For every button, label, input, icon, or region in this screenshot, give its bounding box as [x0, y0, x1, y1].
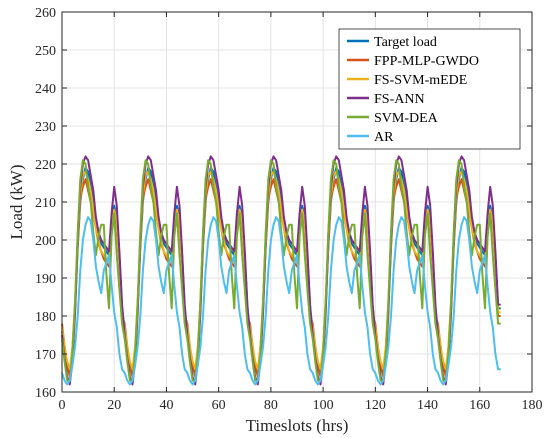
y-tick-label: 190 — [35, 272, 56, 287]
series-line-5 — [61, 216, 501, 386]
legend: Target load FPP-MLP-GWDO FS-SVM-mEDE FS-ANN… — [338, 28, 521, 150]
y-tick-label: 260 — [35, 6, 56, 21]
legend-label-3: FS-ANN — [374, 92, 425, 107]
legend-label-4: SVM-DEA — [374, 111, 439, 126]
legend-label-1: FPP-MLP-GWDO — [374, 54, 479, 69]
x-tick-label: 120 — [365, 398, 386, 413]
x-tick-label: 60 — [212, 398, 226, 413]
x-axis-label: Timeslots (hrs) — [246, 416, 349, 435]
y-tick-label: 240 — [35, 82, 56, 97]
x-tick-label: 160 — [469, 398, 490, 413]
x-tick-label: 40 — [159, 398, 173, 413]
legend-label-2: FS-SVM-mEDE — [374, 73, 467, 88]
tick-labels: 0 20 40 60 80 100 120 140 160 180 160 170 180 190 200 2… — [35, 6, 543, 413]
y-axis-label: Load (kW) — [7, 164, 26, 239]
y-tick-label: 160 — [35, 386, 56, 401]
x-tick-label: 0 — [59, 398, 66, 413]
x-tick-label: 100 — [313, 398, 334, 413]
ticks — [61, 11, 533, 393]
legend-label-0: Target load — [374, 35, 437, 50]
y-tick-label: 180 — [35, 310, 56, 325]
legend-label-5: AR — [374, 130, 394, 145]
series-line-4 — [61, 159, 501, 382]
y-tick-label: 170 — [35, 348, 56, 363]
x-tick-label: 20 — [107, 398, 121, 413]
series-layer — [61, 155, 501, 386]
y-tick-label: 200 — [35, 234, 56, 249]
y-tick-label: 250 — [35, 44, 56, 59]
y-tick-label: 210 — [35, 196, 56, 211]
y-tick-label: 230 — [35, 120, 56, 135]
x-tick-label: 180 — [522, 398, 543, 413]
x-tick-label: 140 — [417, 398, 438, 413]
legend-box — [338, 28, 521, 150]
y-tick-label: 220 — [35, 158, 56, 173]
x-tick-label: 80 — [264, 398, 278, 413]
